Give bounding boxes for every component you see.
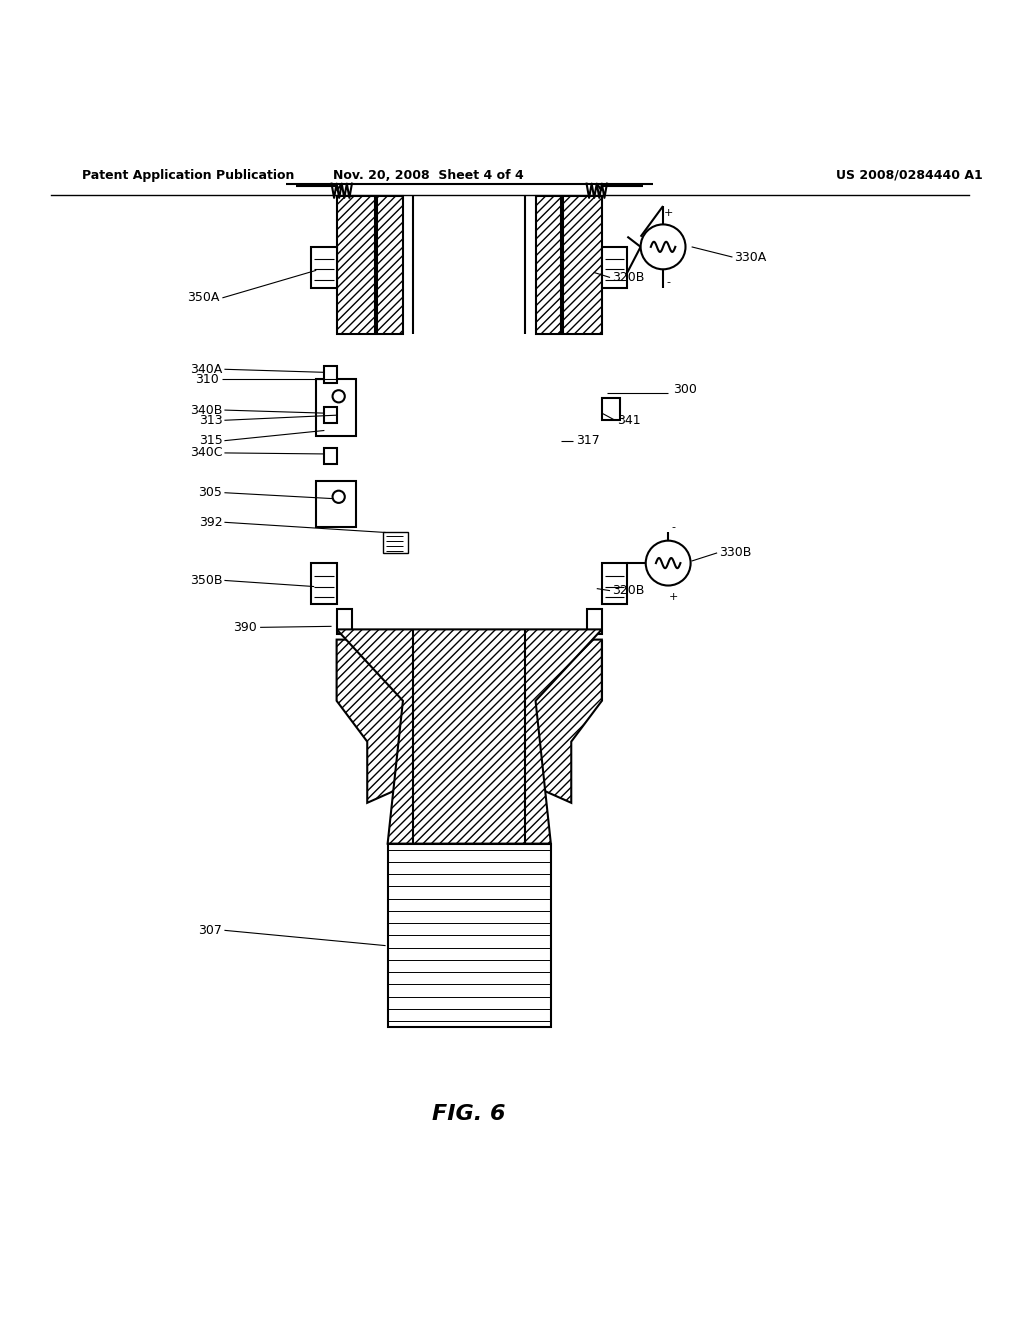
Circle shape (646, 541, 690, 586)
Text: -: - (672, 523, 675, 532)
Text: 350B: 350B (189, 574, 222, 587)
Bar (587, 609, 602, 635)
Text: 340C: 340C (189, 446, 222, 459)
Circle shape (641, 224, 685, 269)
Text: 320B: 320B (612, 585, 644, 597)
Polygon shape (378, 195, 402, 334)
Bar (602, 247, 628, 288)
Bar (602, 564, 628, 603)
Text: 305: 305 (199, 486, 222, 499)
Text: 330B: 330B (719, 546, 752, 560)
Text: 341: 341 (617, 413, 641, 426)
Text: 317: 317 (577, 434, 600, 447)
Bar (602, 397, 621, 420)
Bar (311, 564, 337, 603)
Text: 310: 310 (196, 374, 219, 385)
Text: 320B: 320B (612, 271, 644, 284)
Bar (337, 609, 352, 635)
Polygon shape (563, 195, 602, 334)
Circle shape (333, 391, 345, 403)
Text: Nov. 20, 2008  Sheet 4 of 4: Nov. 20, 2008 Sheet 4 of 4 (333, 169, 524, 182)
Polygon shape (337, 195, 376, 334)
Bar (325, 447, 337, 465)
Polygon shape (337, 640, 602, 803)
Bar (388, 843, 551, 1027)
Bar (325, 366, 337, 383)
Polygon shape (536, 195, 561, 334)
Text: -: - (667, 277, 670, 288)
Text: 340A: 340A (190, 363, 222, 376)
Text: 392: 392 (199, 516, 222, 529)
Polygon shape (337, 630, 602, 843)
Bar (316, 482, 356, 528)
Text: US 2008/0284440 A1: US 2008/0284440 A1 (837, 169, 983, 182)
Bar (383, 532, 408, 553)
Text: 390: 390 (233, 620, 257, 634)
Text: 307: 307 (199, 924, 222, 937)
Bar (316, 379, 356, 436)
Text: 350A: 350A (187, 292, 219, 305)
Text: 300: 300 (673, 383, 697, 396)
Text: FIG. 6: FIG. 6 (432, 1104, 506, 1123)
Text: 315: 315 (199, 434, 222, 447)
Text: +: + (669, 591, 678, 602)
Bar (311, 247, 337, 288)
Bar (325, 407, 337, 424)
Text: 340B: 340B (190, 404, 222, 417)
Text: 313: 313 (199, 413, 222, 426)
Circle shape (333, 491, 345, 503)
Text: +: + (664, 209, 673, 218)
Text: Patent Application Publication: Patent Application Publication (82, 169, 294, 182)
Text: 330A: 330A (734, 251, 767, 264)
